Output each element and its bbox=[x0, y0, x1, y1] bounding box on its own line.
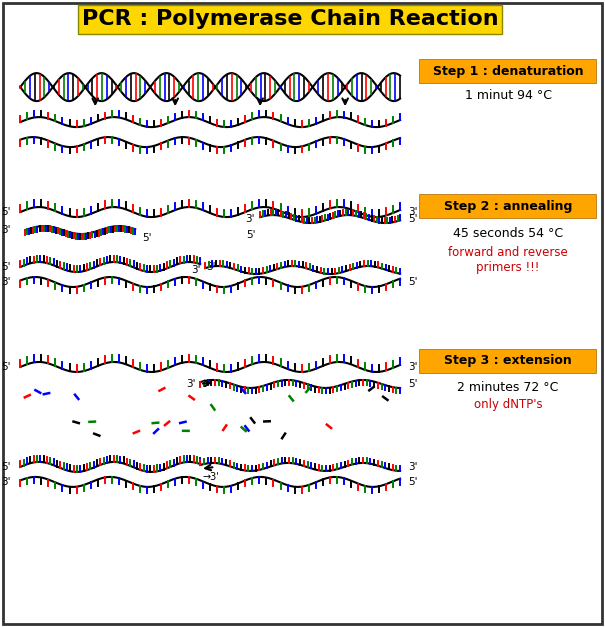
Text: →3': →3' bbox=[202, 472, 219, 482]
FancyBboxPatch shape bbox=[78, 5, 502, 34]
Text: 45 seconds 54 °C: 45 seconds 54 °C bbox=[453, 227, 563, 240]
Text: 5': 5' bbox=[142, 233, 152, 243]
Text: 3': 3' bbox=[408, 207, 417, 217]
Text: 5': 5' bbox=[408, 379, 417, 389]
Text: 3': 3' bbox=[1, 277, 10, 287]
Text: forward and reverse
primers !!!: forward and reverse primers !!! bbox=[448, 246, 568, 274]
Text: 3': 3' bbox=[1, 225, 10, 235]
Text: 5': 5' bbox=[1, 262, 10, 272]
FancyBboxPatch shape bbox=[419, 349, 596, 373]
Text: 5': 5' bbox=[408, 477, 417, 487]
FancyBboxPatch shape bbox=[419, 59, 596, 83]
Text: PCR : Polymerase Chain Reaction: PCR : Polymerase Chain Reaction bbox=[82, 9, 499, 29]
Text: 5': 5' bbox=[408, 277, 417, 287]
Text: 5': 5' bbox=[1, 462, 10, 472]
Text: Step 2 : annealing: Step 2 : annealing bbox=[444, 199, 572, 213]
Text: 1 minut 94 °C: 1 minut 94 °C bbox=[465, 89, 552, 102]
Text: 5': 5' bbox=[247, 230, 256, 240]
Text: 3': 3' bbox=[408, 362, 417, 372]
Text: Step 1 : denaturation: Step 1 : denaturation bbox=[433, 65, 583, 78]
Text: 5': 5' bbox=[1, 207, 10, 217]
Text: 3': 3' bbox=[244, 214, 254, 224]
Text: 3': 3' bbox=[191, 265, 200, 275]
Text: 5': 5' bbox=[1, 362, 10, 372]
Text: 5': 5' bbox=[408, 214, 417, 224]
FancyBboxPatch shape bbox=[419, 194, 596, 218]
Text: only dNTP's: only dNTP's bbox=[474, 398, 542, 411]
Text: 3': 3' bbox=[408, 462, 417, 472]
Text: 3': 3' bbox=[186, 379, 195, 389]
Text: 3': 3' bbox=[206, 262, 216, 272]
Text: 3': 3' bbox=[1, 477, 10, 487]
FancyBboxPatch shape bbox=[3, 3, 602, 624]
Text: Step 3 : extension: Step 3 : extension bbox=[444, 354, 572, 367]
Text: 2 minutes 72 °C: 2 minutes 72 °C bbox=[457, 381, 559, 394]
